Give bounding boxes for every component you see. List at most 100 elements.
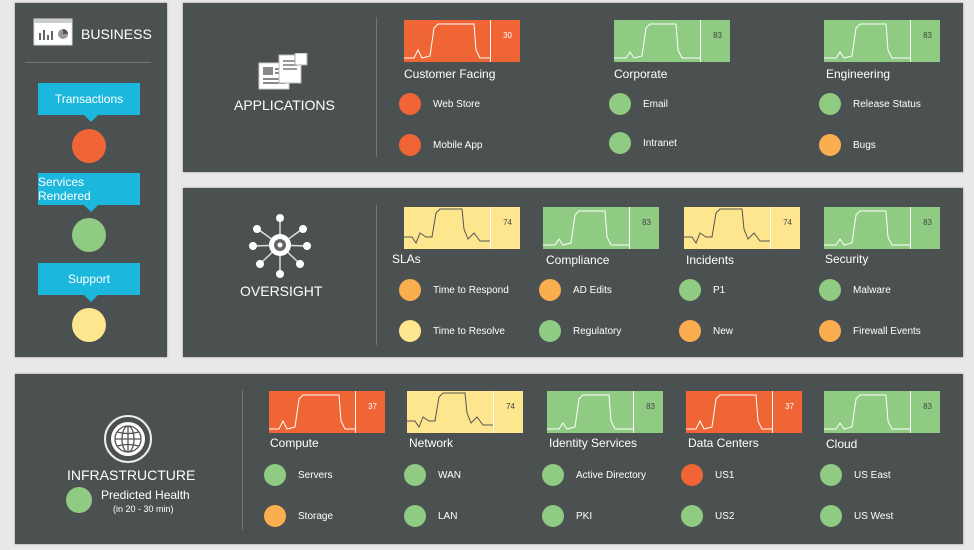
status-dot: [399, 320, 421, 342]
network-hub-icon: [249, 214, 311, 278]
transactions-status-dot: [72, 129, 106, 163]
status-dot: [539, 320, 561, 342]
dashboard-icon: [33, 18, 73, 46]
identity-services-sparkline[interactable]: 83: [547, 391, 663, 433]
servers-item[interactable]: Servers: [264, 464, 332, 486]
services-rendered-status-dot: [72, 218, 106, 252]
business-panel: BUSINESS Transactions Services Rendered …: [15, 3, 167, 357]
applications-panel: APPLICATIONS 30 Customer Facing Web Stor…: [183, 3, 963, 172]
active-directory-item[interactable]: Active Directory: [542, 464, 646, 486]
predicted-health-subtitle: (in 20 - 30 min): [113, 504, 174, 514]
compliance-value: 83: [642, 218, 651, 227]
services-rendered-tag[interactable]: Services Rendered: [38, 173, 140, 212]
wan-item[interactable]: WAN: [404, 464, 461, 486]
support-tag[interactable]: Support: [38, 263, 140, 302]
cloud-label: Cloud: [826, 437, 858, 451]
new-item[interactable]: New: [679, 320, 733, 342]
time-to-resolve-item[interactable]: Time to Resolve: [399, 320, 505, 342]
corporate-value: 83: [713, 31, 722, 40]
pki-item[interactable]: PKI: [542, 505, 592, 527]
compute-sparkline[interactable]: 37: [269, 391, 385, 433]
status-dot: [609, 93, 631, 115]
slas-sparkline[interactable]: 74: [404, 207, 520, 249]
globe-icon: [104, 415, 152, 463]
us-east-item[interactable]: US East: [820, 464, 891, 486]
storage-item[interactable]: Storage: [264, 505, 333, 527]
lan-item[interactable]: LAN: [404, 505, 457, 527]
status-dot: [404, 505, 426, 527]
status-dot: [681, 464, 703, 486]
status-dot: [819, 134, 841, 156]
compute-label: Compute: [270, 436, 319, 450]
status-dot: [819, 279, 841, 301]
compliance-sparkline[interactable]: 83: [543, 207, 659, 249]
status-dot: [819, 320, 841, 342]
email-item[interactable]: Email: [609, 93, 668, 115]
engineering-value: 83: [923, 31, 932, 40]
oversight-panel: OVERSIGHT 74 SLAs Time to Respond Time t…: [183, 188, 963, 357]
status-dot: [820, 505, 842, 527]
firewall-events-item[interactable]: Firewall Events: [819, 320, 921, 342]
business-title: BUSINESS: [81, 26, 152, 42]
infrastructure-title: INFRASTRUCTURE: [67, 467, 196, 483]
support-status-dot: [72, 308, 106, 342]
incidents-value: 74: [783, 218, 792, 227]
status-dot: [542, 505, 564, 527]
infrastructure-panel: INFRASTRUCTURE Predicted Health (in 20 -…: [15, 374, 963, 544]
web-store-item[interactable]: Web Store: [399, 93, 480, 115]
status-dot: [399, 134, 421, 156]
intranet-item[interactable]: Intranet: [609, 132, 677, 154]
cloud-sparkline[interactable]: 83: [824, 391, 940, 433]
security-label: Security: [825, 252, 869, 266]
status-dot: [679, 320, 701, 342]
identity-services-label: Identity Services: [549, 436, 638, 450]
status-dot: [679, 279, 701, 301]
mobile-app-item[interactable]: Mobile App: [399, 134, 482, 156]
customer-facing-sparkline[interactable]: 30: [404, 20, 520, 62]
predicted-health-status-dot: [66, 487, 92, 513]
status-dot: [820, 464, 842, 486]
status-dot: [542, 464, 564, 486]
release-status-item[interactable]: Release Status: [819, 93, 921, 115]
status-dot: [399, 93, 421, 115]
status-dot: [681, 505, 703, 527]
us1-item[interactable]: US1: [681, 464, 734, 486]
compliance-label: Compliance: [546, 253, 610, 267]
transactions-tag[interactable]: Transactions: [38, 83, 140, 122]
status-dot: [609, 132, 631, 154]
engineering-label: Engineering: [826, 67, 891, 81]
data-centers-value: 37: [785, 402, 794, 411]
corporate-sparkline[interactable]: 83: [614, 20, 730, 62]
slas-value: 74: [503, 218, 512, 227]
time-to-respond-item[interactable]: Time to Respond: [399, 279, 509, 301]
oversight-title: OVERSIGHT: [240, 283, 323, 299]
predicted-health-label: Predicted Health: [101, 488, 190, 502]
customer-facing-value: 30: [503, 31, 512, 40]
divider: [376, 17, 377, 157]
divider: [242, 390, 243, 530]
p1-item[interactable]: P1: [679, 279, 725, 301]
engineering-sparkline[interactable]: 83: [824, 20, 940, 62]
status-dot: [819, 93, 841, 115]
incidents-sparkline[interactable]: 74: [684, 207, 800, 249]
bugs-item[interactable]: Bugs: [819, 134, 876, 156]
security-sparkline[interactable]: 83: [824, 207, 940, 249]
cloud-value: 83: [923, 402, 932, 411]
us2-item[interactable]: US2: [681, 505, 734, 527]
divider: [376, 205, 377, 345]
documents-icon: [258, 53, 308, 90]
status-dot: [399, 279, 421, 301]
status-dot: [404, 464, 426, 486]
corporate-label: Corporate: [614, 67, 668, 81]
network-sparkline[interactable]: 74: [407, 391, 523, 433]
network-value: 74: [506, 402, 515, 411]
divider: [25, 62, 151, 63]
network-label: Network: [409, 436, 454, 450]
us-west-item[interactable]: US West: [820, 505, 893, 527]
data-centers-sparkline[interactable]: 37: [686, 391, 802, 433]
ad-edits-item[interactable]: AD Edits: [539, 279, 612, 301]
regulatory-item[interactable]: Regulatory: [539, 320, 621, 342]
malware-item[interactable]: Malware: [819, 279, 891, 301]
applications-title: APPLICATIONS: [234, 97, 335, 113]
slas-label: SLAs: [392, 252, 421, 266]
